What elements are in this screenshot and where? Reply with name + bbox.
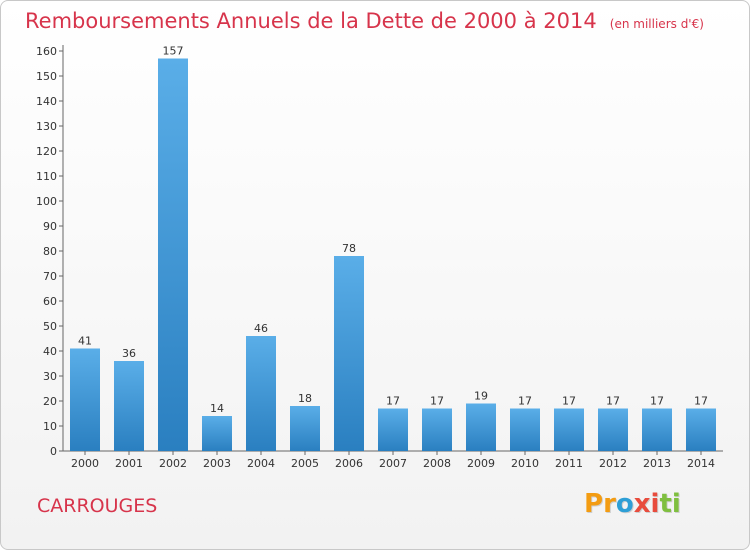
bar-value-label: 17 (650, 395, 664, 408)
bar-value-label: 17 (386, 395, 400, 408)
x-tick-label: 2012 (599, 457, 627, 470)
y-tick-label: 40 (43, 345, 57, 358)
x-tick-label: 2000 (71, 457, 99, 470)
bar-value-label: 36 (122, 347, 136, 360)
bar (290, 406, 320, 451)
bar-value-label: 78 (342, 242, 356, 255)
bar-value-label: 17 (430, 395, 444, 408)
y-tick-label: 0 (50, 445, 57, 458)
y-tick-label: 110 (36, 170, 57, 183)
bar (422, 408, 452, 451)
bar (246, 336, 276, 451)
y-tick-label: 50 (43, 320, 57, 333)
y-tick-label: 60 (43, 295, 57, 308)
bar-value-label: 157 (163, 45, 184, 58)
y-tick-label: 130 (36, 120, 57, 133)
x-tick-label: 2010 (511, 457, 539, 470)
x-tick-label: 2003 (203, 457, 231, 470)
bar-value-label: 41 (78, 335, 92, 348)
x-tick-label: 2002 (159, 457, 187, 470)
bar-value-label: 17 (606, 395, 620, 408)
x-tick-label: 2004 (247, 457, 275, 470)
x-tick-label: 2001 (115, 457, 143, 470)
y-tick-label: 140 (36, 95, 57, 108)
chart-title: Remboursements Annuels de la Dette de 20… (25, 9, 597, 33)
bar (554, 408, 584, 451)
commune-name: CARROUGES (37, 495, 158, 517)
x-tick-label: 2013 (643, 457, 671, 470)
bar (510, 408, 540, 451)
bar-value-label: 18 (298, 392, 312, 405)
y-tick-label: 30 (43, 370, 57, 383)
x-tick-label: 2005 (291, 457, 319, 470)
y-tick-label: 80 (43, 245, 57, 258)
bar (70, 348, 100, 451)
title-row: Remboursements Annuels de la Dette de 20… (25, 9, 704, 33)
y-tick-label: 160 (36, 45, 57, 58)
bar-value-label: 17 (562, 395, 576, 408)
y-tick-label: 90 (43, 220, 57, 233)
proxiti-logo: Proxiti (584, 489, 681, 519)
bar (202, 416, 232, 451)
bar-value-label: 14 (210, 402, 224, 415)
bar (158, 58, 188, 451)
x-tick-label: 2007 (379, 457, 407, 470)
bar-value-label: 19 (474, 390, 488, 403)
y-tick-label: 150 (36, 70, 57, 83)
x-tick-label: 2014 (687, 457, 715, 470)
bar (686, 408, 716, 451)
x-tick-label: 2008 (423, 457, 451, 470)
bar (598, 408, 628, 451)
bar (378, 408, 408, 451)
y-tick-label: 20 (43, 395, 57, 408)
y-tick-label: 10 (43, 420, 57, 433)
bar-value-label: 17 (518, 395, 532, 408)
bar-value-label: 46 (254, 322, 268, 335)
x-tick-label: 2011 (555, 457, 583, 470)
bar (466, 403, 496, 451)
y-tick-label: 120 (36, 145, 57, 158)
x-tick-label: 2006 (335, 457, 363, 470)
chart-units: (en milliers d'€) (609, 17, 704, 31)
bar (642, 408, 672, 451)
bar-value-label: 17 (694, 395, 708, 408)
bar (334, 256, 364, 451)
x-tick-label: 2009 (467, 457, 495, 470)
y-tick-label: 70 (43, 270, 57, 283)
y-tick-label: 100 (36, 195, 57, 208)
bar (114, 361, 144, 451)
